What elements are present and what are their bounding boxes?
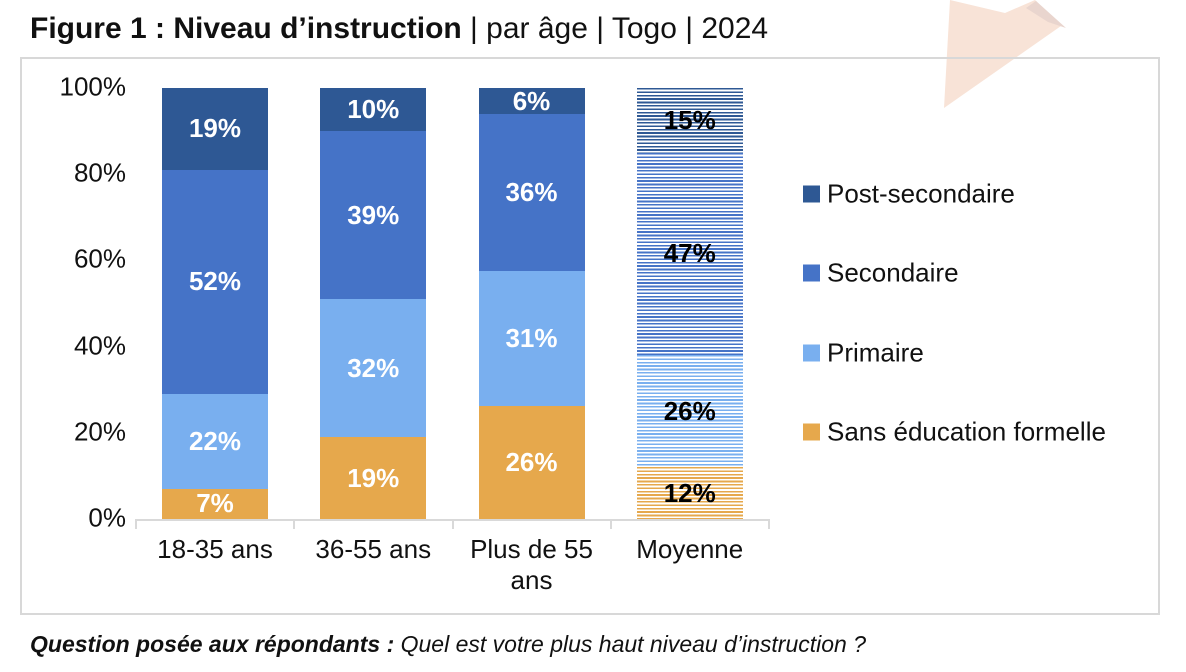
bar-segment-label: 31% bbox=[505, 322, 558, 353]
bar-segment-label: 19% bbox=[188, 113, 242, 144]
bar-segment bbox=[636, 355, 743, 468]
bar-segment bbox=[478, 88, 585, 115]
bar-segment-label: 52% bbox=[188, 266, 242, 297]
footnote-rest: Quel est votre plus haut niveau d’instru… bbox=[400, 631, 867, 657]
bar-segment-label: 12% bbox=[663, 477, 716, 508]
y-axis-tick-label: 20% bbox=[73, 416, 126, 447]
footnote: Question posée aux répondants : Quel est… bbox=[30, 631, 866, 658]
y-axis-tick-label: 100% bbox=[59, 71, 127, 102]
y-axis-tick-label: 40% bbox=[73, 329, 126, 360]
bar-segment bbox=[162, 394, 268, 489]
bar-segment-label: 15% bbox=[663, 104, 716, 135]
legend-item: Post-secondaire bbox=[803, 179, 1015, 210]
x-axis-tick bbox=[768, 519, 770, 529]
bar-segment-label: 7% bbox=[196, 488, 234, 519]
bar-segment bbox=[478, 270, 585, 406]
x-axis-category-label: 18-35 ans bbox=[157, 534, 273, 564]
y-axis-tick-label: 60% bbox=[73, 243, 126, 274]
decorative-arrow-shape bbox=[944, 0, 1066, 108]
bar-segment bbox=[320, 299, 427, 438]
legend-item: Secondaire bbox=[803, 258, 959, 289]
x-axis-category-label: Plus de 55 ans bbox=[470, 534, 593, 595]
bar-segment bbox=[478, 405, 585, 519]
bar-segment bbox=[320, 437, 427, 519]
bar-segment bbox=[162, 488, 268, 519]
bar-segment-label: 10% bbox=[347, 94, 400, 125]
bar-segment-label: 36% bbox=[505, 176, 558, 207]
bar-segment-label: 19% bbox=[347, 462, 400, 493]
legend-label: Post-secondaire bbox=[827, 178, 1015, 209]
y-axis-tick-label: 80% bbox=[73, 157, 126, 188]
chart-frame bbox=[20, 57, 1160, 615]
bar-segment bbox=[320, 88, 427, 132]
bar-segment-label: 47% bbox=[663, 238, 716, 269]
legend-label: Primaire bbox=[827, 337, 924, 368]
figure-title-rest: | par âge | Togo | 2024 bbox=[461, 12, 769, 45]
bar-segment-label: 26% bbox=[663, 395, 716, 426]
bar-segment bbox=[636, 88, 743, 153]
x-axis-category-label: Moyenne bbox=[636, 534, 744, 564]
x-axis-tick bbox=[451, 519, 454, 529]
legend-swatch bbox=[803, 185, 820, 203]
footnote-bold: Question posée aux répondants : bbox=[30, 631, 401, 657]
figure-title: Figure 1 : Niveau d’instruction | par âg… bbox=[30, 12, 768, 46]
bar-segment-label: 6% bbox=[512, 85, 551, 116]
legend-label: Sans éducation formelle bbox=[827, 416, 1106, 447]
legend-label: Secondaire bbox=[827, 257, 959, 288]
x-axis-tick bbox=[135, 519, 137, 529]
legend-swatch bbox=[803, 344, 820, 362]
legend-swatch bbox=[803, 423, 820, 441]
bar-segment-label: 32% bbox=[347, 352, 400, 383]
bar-segment bbox=[320, 131, 427, 300]
x-axis-category-label: 36-55 ans bbox=[315, 534, 432, 564]
legend-item: Primaire bbox=[803, 338, 924, 369]
x-axis-tick bbox=[609, 519, 612, 529]
bar-segment bbox=[162, 88, 268, 170]
bar-segment bbox=[636, 467, 743, 519]
legend-item: Sans éducation formelle bbox=[803, 417, 1106, 448]
bar-segment-label: 26% bbox=[505, 446, 558, 477]
bar-segment bbox=[478, 114, 585, 271]
bar-segment-label: 39% bbox=[347, 199, 400, 230]
bar-segment-label: 22% bbox=[188, 425, 242, 456]
legend-swatch bbox=[803, 264, 820, 282]
x-axis-tick bbox=[293, 519, 296, 529]
bar-segment bbox=[636, 152, 743, 356]
figure-title-bold: Figure 1 : Niveau d’instruction bbox=[30, 12, 462, 45]
bar-segment bbox=[162, 169, 268, 394]
y-axis-tick-label: 0% bbox=[88, 502, 126, 533]
